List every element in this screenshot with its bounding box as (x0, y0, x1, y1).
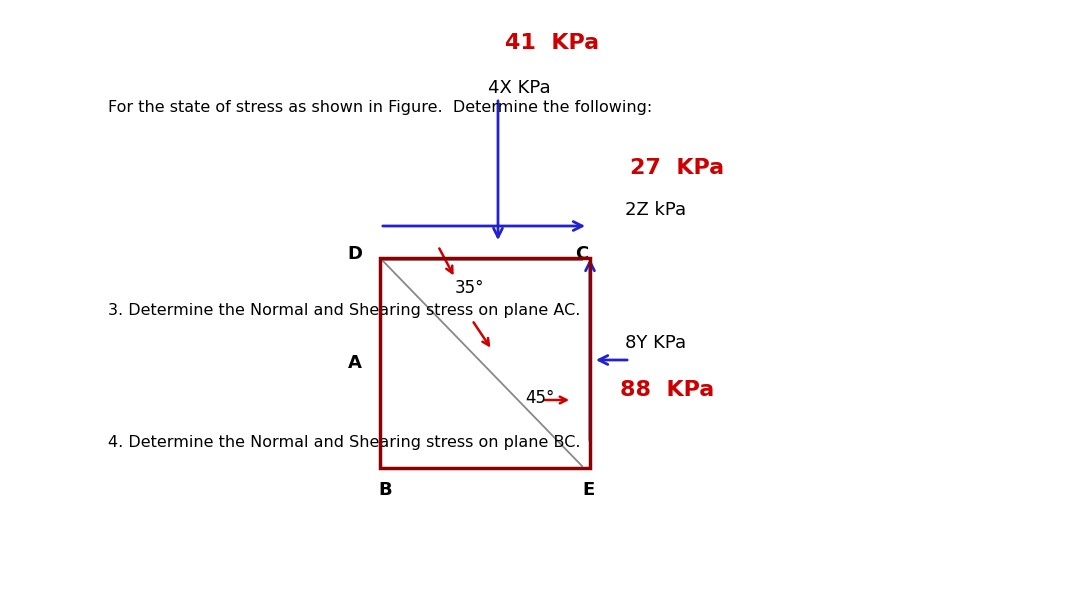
Text: 3. Determine the Normal and Shearing stress on plane AC.: 3. Determine the Normal and Shearing str… (108, 303, 580, 319)
Text: 2Z kPa: 2Z kPa (625, 201, 686, 219)
Text: 88  KPa: 88 KPa (620, 380, 714, 400)
Bar (380, 258, 590, 468)
Text: 27  KPa: 27 KPa (630, 158, 724, 178)
Text: For the state of stress as shown in Figure.  Determine the following:: For the state of stress as shown in Figu… (108, 100, 652, 115)
Text: B: B (378, 481, 392, 499)
Text: 41  KPa: 41 KPa (505, 33, 599, 53)
Text: A: A (348, 354, 362, 372)
Text: C: C (576, 245, 589, 263)
Text: 8Y KPa: 8Y KPa (625, 334, 686, 352)
Text: E: E (582, 481, 594, 499)
Text: D: D (348, 245, 363, 263)
Text: 4. Determine the Normal and Shearing stress on plane BC.: 4. Determine the Normal and Shearing str… (108, 435, 581, 450)
Text: 4X KPa: 4X KPa (488, 79, 551, 97)
Text: 35°: 35° (455, 279, 485, 297)
Text: 45°: 45° (525, 389, 554, 407)
